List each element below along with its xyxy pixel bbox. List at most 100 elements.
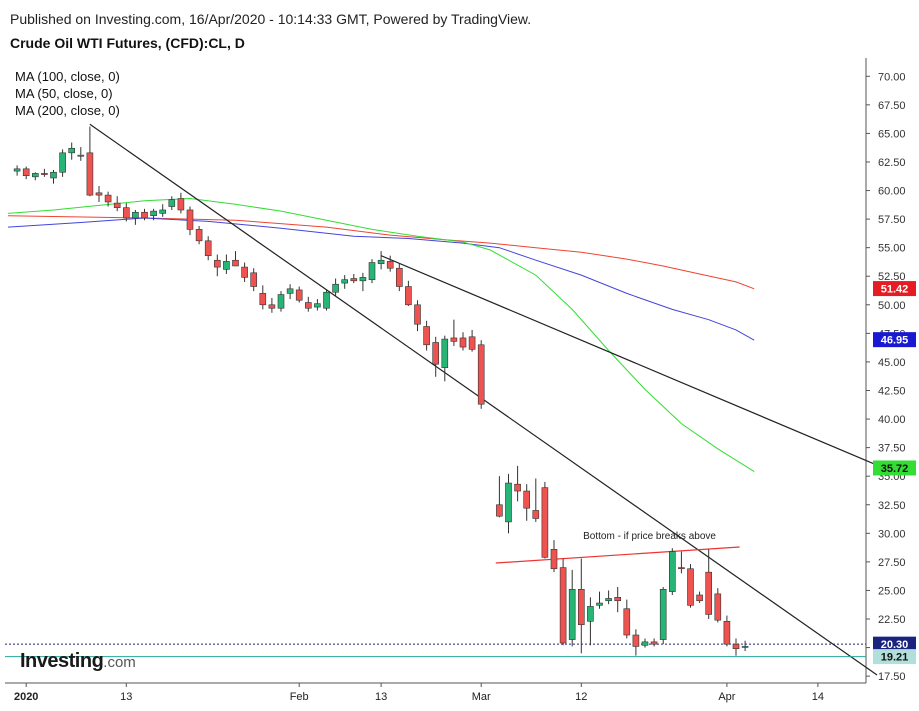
candle-body — [141, 211, 148, 219]
y-tick-label: 50.00 — [878, 300, 906, 312]
candle-body — [441, 338, 449, 368]
y-tick-label: 65.00 — [878, 128, 906, 140]
y-tick-label: 27.50 — [878, 557, 906, 569]
candle-body — [559, 567, 567, 644]
candle-body — [550, 549, 558, 570]
candle-body — [104, 194, 112, 203]
candle-body — [150, 210, 157, 216]
y-tick-label: 70.00 — [878, 71, 906, 83]
legend-ma-100: MA (100, close, 0) — [15, 69, 120, 84]
x-tick-label: Apr — [718, 691, 735, 703]
candle-body — [623, 608, 631, 636]
candle-body — [22, 168, 30, 176]
axis-value-label: 46.95 — [881, 335, 909, 347]
candle-body — [123, 207, 130, 219]
candle-body — [541, 487, 549, 558]
published-line: Published on Investing.com, 16/Apr/2020 … — [10, 11, 532, 27]
ma-line — [7, 197, 755, 473]
price-lines-layer — [5, 643, 866, 658]
candle-body — [350, 278, 358, 282]
y-tick-label: 42.50 — [878, 385, 906, 397]
trend-lines-layer: Bottom - if price breaks above — [89, 123, 882, 676]
axes-layer: 70.00 67.50 65.00 62.50 60.00 57.50 55.00 52.50… — [5, 58, 906, 703]
candle-body — [259, 293, 267, 306]
axis-value-badge — [873, 332, 916, 348]
candle-body — [668, 551, 676, 592]
candle-body — [414, 304, 421, 325]
axis-value-label: 35.72 — [881, 463, 909, 475]
candle-body — [323, 291, 330, 309]
y-tick-label: 45.00 — [878, 357, 906, 369]
candle-body — [77, 154, 85, 157]
candle-body — [395, 267, 403, 287]
candle-body — [450, 337, 458, 342]
axis-value-label: 51.42 — [881, 284, 909, 296]
candle-body — [195, 229, 203, 242]
ma-legend: MA (100, close, 0) MA (50, close, 0) MA … — [15, 68, 120, 119]
candle-body — [687, 568, 694, 606]
candle-body — [241, 266, 248, 278]
y-tick-label: 60.00 — [878, 186, 906, 198]
x-tick-label: Mar — [472, 691, 491, 703]
y-tick-label: 32.50 — [878, 500, 906, 512]
candle-body — [368, 262, 376, 280]
candle-body — [314, 303, 321, 308]
axis-value-label: 19.21 — [881, 652, 909, 664]
x-tick-label: 13 — [375, 691, 387, 703]
candle-body — [204, 240, 212, 256]
candle-body — [605, 598, 612, 602]
candle-body — [523, 490, 531, 509]
candle-body — [277, 294, 285, 309]
candle-body — [95, 192, 103, 196]
candle-body — [714, 593, 722, 621]
candle-body — [68, 147, 75, 154]
candle-body — [614, 597, 622, 602]
candle-body — [214, 259, 221, 268]
candle-body — [268, 304, 276, 309]
candle-body — [86, 152, 94, 196]
candle-body — [650, 641, 658, 645]
candle-body — [423, 326, 430, 346]
candle-body — [705, 571, 713, 615]
candle-body — [295, 289, 303, 301]
x-tick-label: 2020 — [14, 691, 38, 703]
candle-body — [223, 261, 230, 270]
axis-value-label: 20.30 — [881, 639, 909, 651]
y-tick-label: 22.50 — [878, 614, 906, 626]
candle-body — [286, 288, 294, 294]
candle-body — [386, 261, 394, 269]
candle-body — [532, 510, 540, 519]
ma-line — [7, 217, 755, 341]
candle-body — [177, 198, 185, 211]
y-tick-label: 67.50 — [878, 100, 906, 112]
y-tick-label: 57.50 — [878, 214, 906, 226]
y-tick-label: 30.00 — [878, 528, 906, 540]
candle-body — [696, 594, 703, 602]
legend-ma-200: MA (200, close, 0) — [15, 103, 120, 118]
candle-body — [132, 211, 139, 219]
candle-body — [577, 589, 585, 626]
candle-body — [678, 567, 685, 570]
axis-value-badge — [873, 649, 916, 665]
candle-body — [13, 168, 21, 172]
investing-logo: Investing.com — [20, 650, 136, 672]
candle-body — [477, 344, 485, 405]
candle-body — [159, 209, 166, 214]
y-tick-label: 52.50 — [878, 271, 906, 283]
axis-value-badge — [873, 281, 916, 297]
candle-body — [186, 209, 194, 230]
x-tick-label: Feb — [290, 691, 309, 703]
candle-body — [596, 602, 603, 606]
candle-body — [741, 646, 749, 648]
candle-body — [587, 606, 594, 622]
candle-body — [113, 202, 121, 208]
candle-body — [332, 283, 339, 293]
axis-value-badge — [873, 460, 916, 476]
legend-ma-50: MA (50, close, 0) — [15, 86, 113, 101]
y-tick-label: 17.50 — [878, 671, 906, 683]
candle-body — [459, 337, 467, 348]
candle-body — [59, 152, 66, 173]
x-tick-label: 13 — [120, 691, 132, 703]
